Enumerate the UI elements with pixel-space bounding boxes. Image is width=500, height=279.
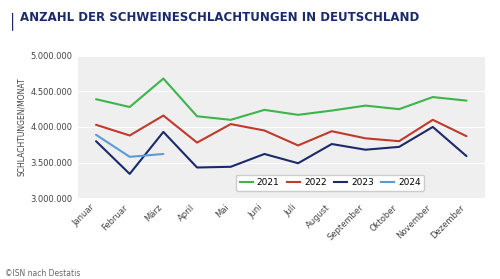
2022 — [194, 141, 200, 144]
2024 — [160, 152, 166, 156]
2021 — [464, 99, 469, 102]
2022 — [126, 134, 132, 137]
2024 — [93, 133, 99, 136]
2022 — [228, 122, 234, 126]
2021 — [295, 113, 301, 117]
Line: 2024: 2024 — [96, 135, 164, 157]
2023 — [160, 130, 166, 134]
2021 — [362, 104, 368, 107]
2022 — [262, 129, 268, 132]
Legend: 2021, 2022, 2023, 2024: 2021, 2022, 2023, 2024 — [236, 174, 424, 191]
2021 — [160, 77, 166, 80]
2023 — [396, 145, 402, 148]
2023 — [93, 140, 99, 143]
Y-axis label: SCHLACHTUNGEN/MONAT: SCHLACHTUNGEN/MONAT — [18, 78, 26, 176]
Text: ©ISN nach Destatis: ©ISN nach Destatis — [5, 269, 80, 278]
2023 — [430, 125, 436, 129]
2021 — [262, 108, 268, 112]
2021 — [430, 95, 436, 99]
2021 — [329, 109, 335, 112]
2023 — [295, 162, 301, 165]
2021 — [396, 107, 402, 111]
2022 — [160, 114, 166, 117]
2021 — [93, 98, 99, 101]
2021 — [228, 118, 234, 121]
2021 — [194, 115, 200, 118]
2022 — [430, 118, 436, 121]
2023 — [194, 166, 200, 169]
Line: 2023: 2023 — [96, 127, 467, 174]
2022 — [295, 144, 301, 147]
2023 — [228, 165, 234, 169]
2023 — [329, 142, 335, 146]
2022 — [362, 137, 368, 140]
Line: 2022: 2022 — [96, 116, 467, 145]
Text: │: │ — [8, 13, 16, 30]
2022 — [464, 134, 469, 138]
2023 — [262, 152, 268, 156]
2024 — [126, 155, 132, 158]
Line: 2021: 2021 — [96, 79, 467, 120]
2021 — [126, 105, 132, 109]
2022 — [329, 129, 335, 133]
2023 — [362, 148, 368, 151]
Text: ANZAHL DER SCHWEINESCHLACHTUNGEN IN DEUTSCHLAND: ANZAHL DER SCHWEINESCHLACHTUNGEN IN DEUT… — [20, 11, 419, 24]
2022 — [396, 140, 402, 143]
2023 — [464, 155, 469, 158]
2023 — [126, 172, 132, 175]
2022 — [93, 123, 99, 126]
